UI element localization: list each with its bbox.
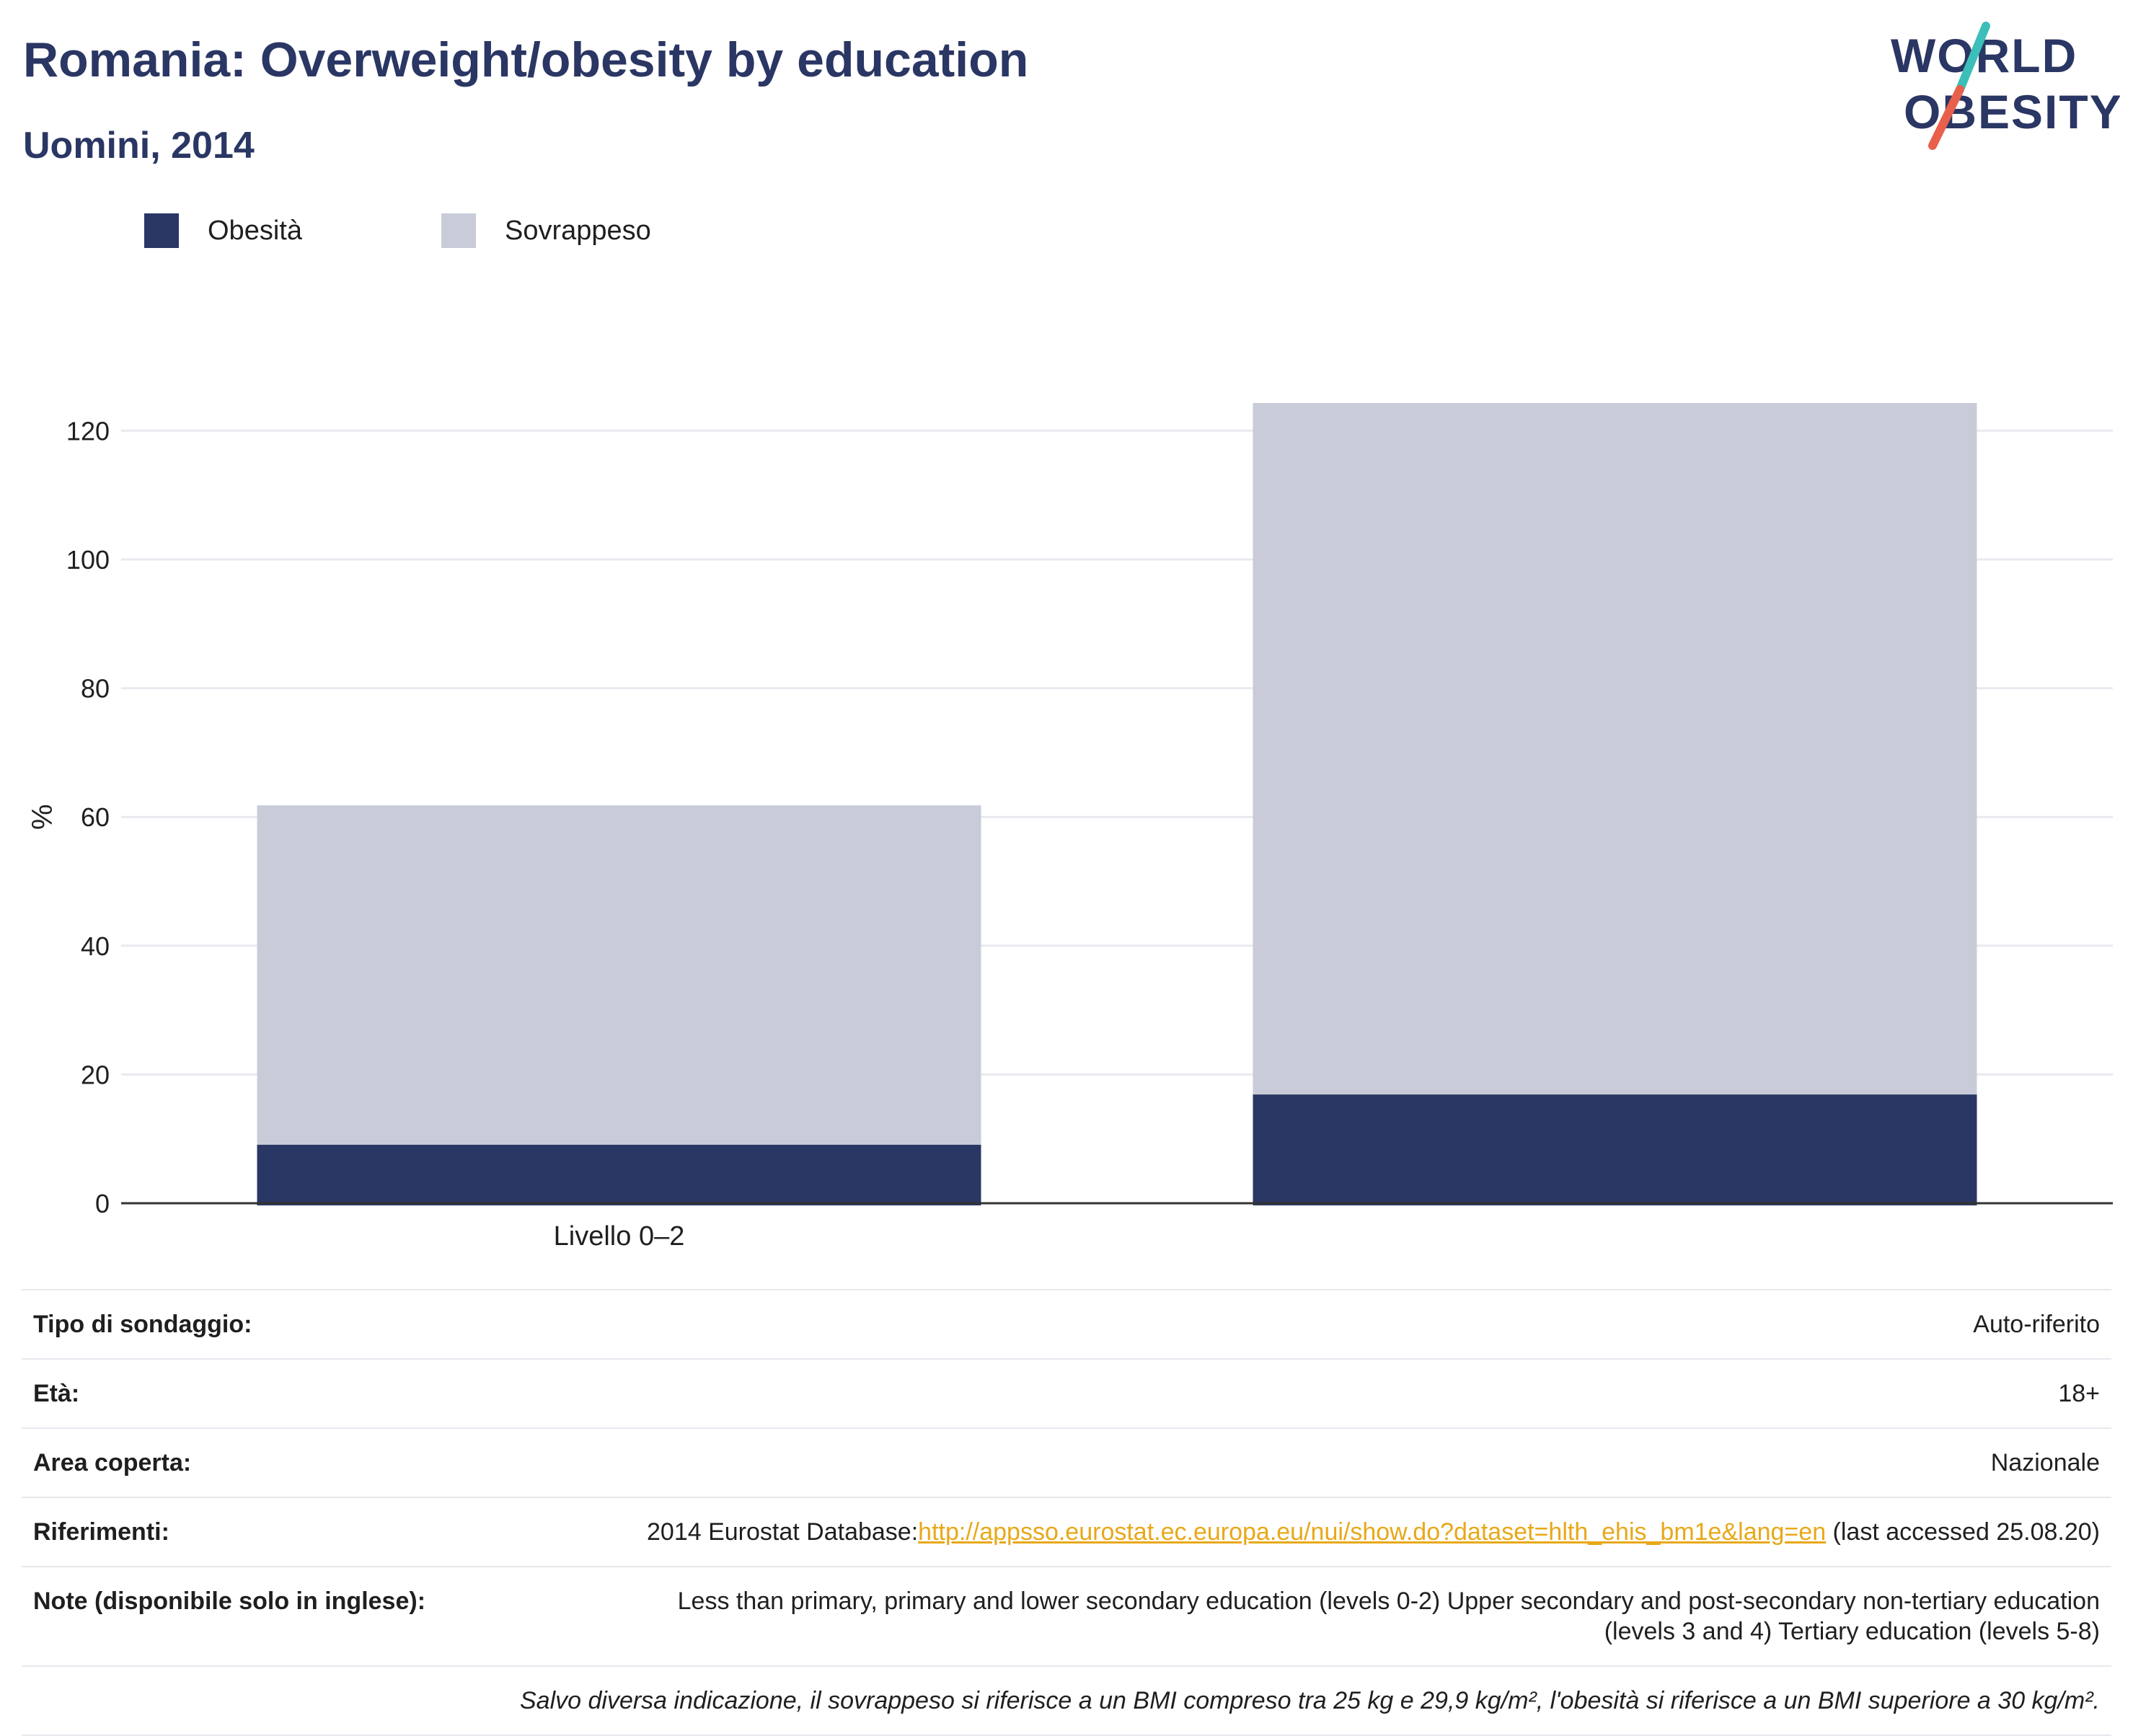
info-value-notes: Less than primary, primary and lower sec… [677,1587,2100,1645]
info-row-age: Età: 18+ [22,1358,2111,1427]
info-value-references: 2014 Eurostat Database:http://appsso.eur… [647,1498,2100,1566]
references-suffix: (last accessed 25.08.20) [1826,1518,2100,1546]
chart-title: Romania: Overweight/obesity by education [23,32,1029,87]
chart-subtitle: Uomini, 2014 [23,125,255,167]
y-tick-label-0: 0 [95,1189,110,1218]
references-prefix: 2014 Eurostat Database: [647,1518,919,1546]
references-link[interactable]: http://appsso.eurostat.ec.europa.eu/nui/… [918,1518,1827,1546]
legend-swatch-obesita [144,213,179,248]
info-row-survey-type: Tipo di sondaggio: Auto-riferito [22,1289,2111,1358]
bar-obesita-0[interactable] [257,1144,981,1205]
info-key-references: Riferimenti: [33,1518,169,1546]
logo-slash-bottom [1928,85,1964,150]
legend-item-sovrappeso[interactable]: Sovrappeso [441,213,651,248]
logo-slash-top [1956,22,1990,94]
info-key-age: Età: [33,1380,80,1407]
info-key-survey-type: Tipo di sondaggio: [33,1311,252,1338]
info-row-references: Riferimenti: 2014 Eurostat Database:http… [22,1497,2111,1566]
world-obesity-logo: WORLD OBESITY [1891,22,2120,150]
y-axis-label: % [27,804,58,830]
info-row-area: Area coperta: Nazionale [22,1427,2111,1497]
info-value-area: Nazionale [1990,1449,2100,1476]
bar-sovrappeso-0[interactable] [257,805,981,1145]
y-tick-label-80: 80 [81,674,110,704]
info-key-area: Area coperta: [33,1449,192,1476]
x-tick-label-0: Livello 0–2 [554,1221,685,1252]
legend-label-sovrappeso: Sovrappeso [505,215,651,246]
info-row-notes: Note (disponibile solo in inglese): Less… [22,1566,2111,1665]
info-row-footnote: Salvo diversa indicazione, il sovrappeso… [22,1665,2111,1736]
legend-item-obesita[interactable]: Obesità [144,213,302,248]
info-key-notes: Note (disponibile solo in inglese): [33,1587,426,1615]
y-tick-label-120: 120 [66,416,110,446]
legend-swatch-sovrappeso [441,213,476,248]
legend-label-obesita: Obesità [208,215,302,246]
y-tick-label-60: 60 [81,802,110,832]
axis-layer: 0 20 40 60 80 100 120% Livello 0–2 [27,416,2113,1252]
info-table: Tipo di sondaggio: Auto-riferito Età: 18… [22,1289,2111,1736]
bar-obesita-1[interactable] [1253,1094,1977,1205]
info-value-age: 18+ [2058,1380,2100,1407]
bar-sovrappeso-1[interactable] [1253,403,1977,1095]
y-tick-label-100: 100 [66,545,110,575]
bars-layer [257,403,1977,1205]
stacked-bar-chart: 0 20 40 60 80 100 120% Livello 0–2 [27,403,2113,1252]
info-value-survey-type: Auto-riferito [1973,1311,2100,1338]
y-tick-label-20: 20 [81,1060,110,1089]
info-footnote: Salvo diversa indicazione, il sovrappeso… [519,1687,2100,1714]
y-tick-label-40: 40 [81,931,110,961]
